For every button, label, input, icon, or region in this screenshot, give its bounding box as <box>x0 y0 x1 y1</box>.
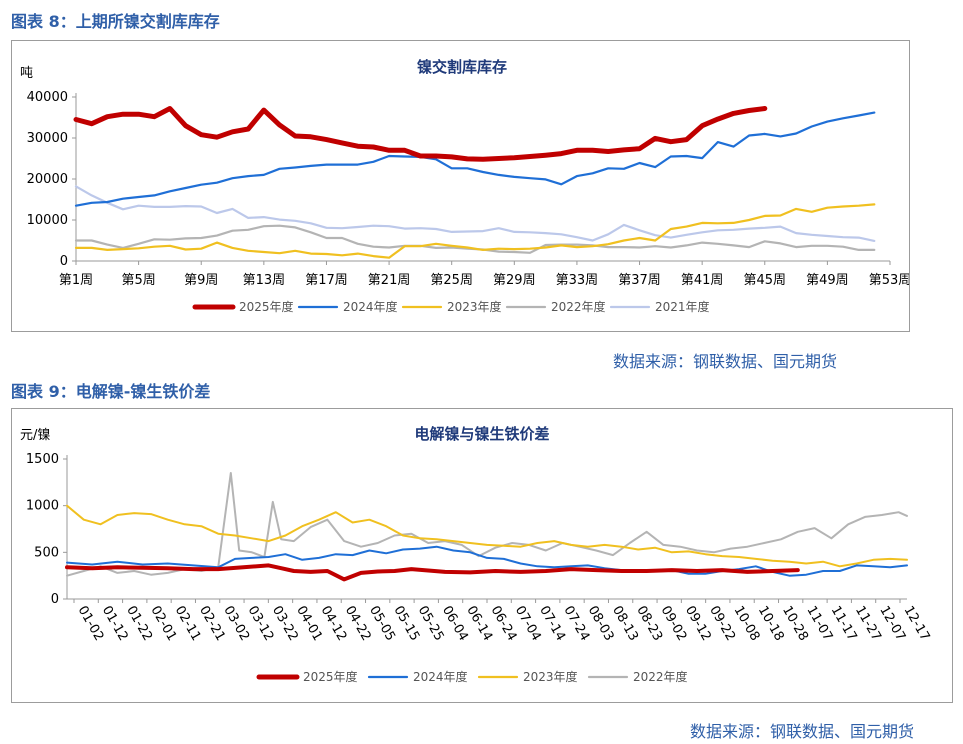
legend-label: 2024年度 <box>413 669 468 684</box>
y-tick-label: 20000 <box>27 172 68 187</box>
y-tick-label: 10000 <box>27 213 68 228</box>
x-tick-label: 第21周 <box>368 273 411 288</box>
y-axis-label: 元/镍 <box>20 428 50 443</box>
y-tick-label: 40000 <box>27 90 68 105</box>
chart-panel-spread: 电解镍与镍生铁价差 元/镍 0 500 1000 1500 01-02 01-12 01-22 0… <box>11 408 953 703</box>
legend-label: 2021年度 <box>655 299 710 314</box>
x-tick-label: 第25周 <box>430 273 473 288</box>
chart-panel-inventory: 镍交割库库存 吨 0 10000 20000 30000 40000 第1周 第5周 第9周 第13… <box>11 40 910 332</box>
legend-label: 2022年度 <box>551 299 606 314</box>
x-tick-label: 第17周 <box>305 273 348 288</box>
y-tick-label: 0 <box>60 254 68 269</box>
series-line-2025年度 <box>65 563 800 582</box>
series-line-2023年度 <box>74 203 876 259</box>
figure-caption-8: 图表 8：上期所镍交割库库存 <box>11 12 220 31</box>
spread-chart: 电解镍与镍生铁价差元/镍05001000150001-0201-1201-220… <box>20 425 932 684</box>
x-tick-label: 第33周 <box>556 273 599 288</box>
y-axis-label: 吨 <box>20 66 33 81</box>
y-tick-label: 500 <box>34 545 59 560</box>
legend-label: 2025年度 <box>303 669 358 684</box>
x-tick-label: 第53周 <box>869 273 909 288</box>
source-note-8: 数据来源：钢联数据、国元期货 <box>613 352 838 371</box>
legend-label: 2023年度 <box>447 299 502 314</box>
x-tick-label: 第41周 <box>681 273 724 288</box>
y-tick-label: 30000 <box>27 131 68 146</box>
series-line-2021年度 <box>74 185 876 242</box>
legend-label: 2025年度 <box>239 299 294 314</box>
x-tick-label: 第13周 <box>243 273 286 288</box>
x-tick-label: 第45周 <box>743 273 786 288</box>
x-tick-label: 第49周 <box>806 273 849 288</box>
legend-label: 2023年度 <box>523 669 578 684</box>
series-line-2025年度 <box>73 106 768 162</box>
y-tick-label: 0 <box>51 592 59 607</box>
y-tick-label: 1500 <box>26 452 59 467</box>
legend-label: 2024年度 <box>343 299 398 314</box>
x-tick-label: 第5周 <box>121 273 155 288</box>
x-tick-label: 第37周 <box>618 273 661 288</box>
figure-caption-9: 图表 9：电解镍-镍生铁价差 <box>11 382 211 401</box>
chart-title: 电解镍与镍生铁价差 <box>414 425 549 443</box>
series-line-2024年度 <box>74 111 876 207</box>
series-line-2023年度 <box>66 504 908 568</box>
x-tick-label: 第9周 <box>184 273 218 288</box>
x-tick-label: 第1周 <box>59 273 93 288</box>
y-tick-label: 1000 <box>26 499 59 514</box>
legend-label: 2022年度 <box>633 669 688 684</box>
source-note-9: 数据来源：钢联数据、国元期货 <box>690 722 915 741</box>
x-tick-label: 第29周 <box>493 273 536 288</box>
inventory-chart: 镍交割库库存 吨 0 10000 20000 30000 40000 第1周 第5周 第9周 第13… <box>20 58 909 314</box>
chart-title: 镍交割库库存 <box>417 58 507 76</box>
